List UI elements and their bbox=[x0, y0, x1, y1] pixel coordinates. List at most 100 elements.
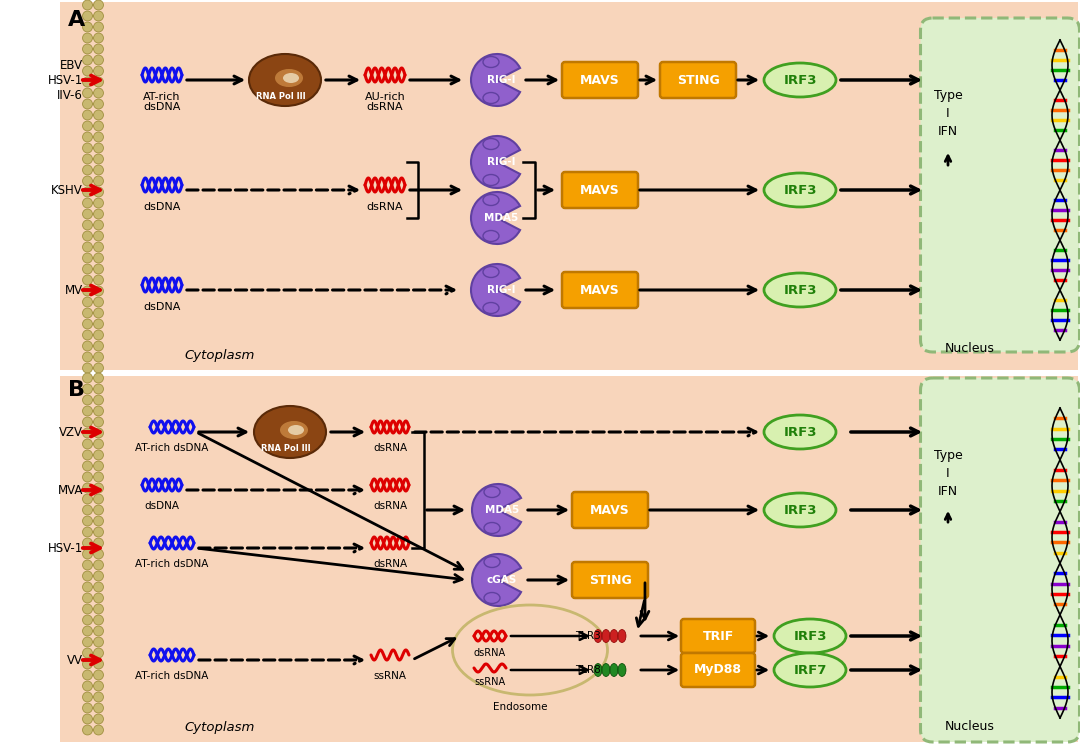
Text: RNA Pol III: RNA Pol III bbox=[261, 443, 311, 452]
Circle shape bbox=[82, 44, 93, 54]
Circle shape bbox=[94, 527, 104, 537]
Circle shape bbox=[82, 428, 93, 438]
FancyBboxPatch shape bbox=[920, 378, 1080, 742]
Circle shape bbox=[94, 143, 104, 153]
Text: RIG-I: RIG-I bbox=[487, 75, 515, 85]
Text: IRF3: IRF3 bbox=[783, 74, 816, 86]
Text: VZV: VZV bbox=[59, 426, 83, 438]
Circle shape bbox=[94, 439, 104, 449]
Circle shape bbox=[94, 55, 104, 65]
Circle shape bbox=[94, 659, 104, 669]
Ellipse shape bbox=[275, 69, 303, 87]
Circle shape bbox=[82, 286, 93, 296]
Text: VV: VV bbox=[67, 653, 83, 667]
Circle shape bbox=[94, 648, 104, 658]
Text: AT-rich dsDNA: AT-rich dsDNA bbox=[135, 671, 208, 681]
Wedge shape bbox=[471, 136, 521, 188]
Circle shape bbox=[82, 648, 93, 658]
Circle shape bbox=[82, 714, 93, 724]
Text: IFN: IFN bbox=[937, 124, 958, 138]
Wedge shape bbox=[472, 484, 521, 536]
Ellipse shape bbox=[484, 557, 500, 568]
Circle shape bbox=[94, 670, 104, 680]
Circle shape bbox=[94, 703, 104, 713]
Text: HSV-1: HSV-1 bbox=[48, 74, 83, 86]
Circle shape bbox=[82, 615, 93, 625]
Ellipse shape bbox=[764, 415, 836, 449]
Circle shape bbox=[94, 615, 104, 625]
Text: IRF3: IRF3 bbox=[783, 184, 816, 196]
Circle shape bbox=[94, 341, 104, 351]
Text: I: I bbox=[946, 106, 949, 120]
Ellipse shape bbox=[618, 664, 626, 676]
Circle shape bbox=[94, 363, 104, 373]
Text: MV: MV bbox=[65, 283, 83, 297]
Circle shape bbox=[82, 275, 93, 285]
Text: TRIF: TRIF bbox=[702, 629, 733, 643]
Ellipse shape bbox=[594, 664, 602, 676]
Text: dsRNA: dsRNA bbox=[474, 648, 507, 658]
Circle shape bbox=[82, 516, 93, 526]
Ellipse shape bbox=[774, 653, 846, 687]
Ellipse shape bbox=[602, 629, 610, 643]
Circle shape bbox=[82, 220, 93, 230]
Circle shape bbox=[94, 319, 104, 329]
Circle shape bbox=[94, 33, 104, 43]
Text: dsDNA: dsDNA bbox=[144, 302, 180, 312]
Circle shape bbox=[94, 472, 104, 482]
Circle shape bbox=[94, 11, 104, 21]
FancyBboxPatch shape bbox=[572, 562, 648, 598]
FancyBboxPatch shape bbox=[660, 62, 735, 98]
Circle shape bbox=[82, 352, 93, 362]
Wedge shape bbox=[471, 54, 521, 106]
Circle shape bbox=[94, 692, 104, 702]
Circle shape bbox=[82, 198, 93, 208]
Circle shape bbox=[94, 44, 104, 54]
Circle shape bbox=[82, 0, 93, 10]
Circle shape bbox=[82, 154, 93, 164]
Circle shape bbox=[94, 352, 104, 362]
Circle shape bbox=[94, 264, 104, 274]
Text: AT-rich: AT-rich bbox=[144, 92, 180, 102]
Text: dsRNA: dsRNA bbox=[373, 501, 407, 511]
Circle shape bbox=[82, 406, 93, 416]
Text: Cytoplasm: Cytoplasm bbox=[185, 722, 255, 734]
Text: MAVS: MAVS bbox=[580, 283, 620, 297]
Circle shape bbox=[94, 330, 104, 340]
Circle shape bbox=[94, 308, 104, 318]
Circle shape bbox=[82, 725, 93, 735]
Circle shape bbox=[94, 417, 104, 427]
Text: EBV: EBV bbox=[59, 59, 83, 71]
Circle shape bbox=[94, 231, 104, 241]
Circle shape bbox=[82, 373, 93, 383]
Text: A: A bbox=[68, 10, 85, 30]
Text: Nucleus: Nucleus bbox=[945, 341, 995, 354]
Circle shape bbox=[94, 637, 104, 647]
Circle shape bbox=[82, 659, 93, 669]
Circle shape bbox=[94, 384, 104, 394]
Text: ssRNA: ssRNA bbox=[474, 677, 505, 687]
Circle shape bbox=[82, 483, 93, 493]
Circle shape bbox=[82, 363, 93, 373]
FancyBboxPatch shape bbox=[562, 272, 638, 308]
Text: MAVS: MAVS bbox=[580, 74, 620, 86]
Text: IRF3: IRF3 bbox=[783, 283, 816, 297]
Circle shape bbox=[82, 637, 93, 647]
Ellipse shape bbox=[610, 664, 618, 676]
Ellipse shape bbox=[764, 273, 836, 307]
FancyBboxPatch shape bbox=[562, 172, 638, 208]
Circle shape bbox=[82, 571, 93, 581]
Text: ssRNA: ssRNA bbox=[374, 671, 406, 681]
Circle shape bbox=[82, 538, 93, 548]
Circle shape bbox=[94, 549, 104, 559]
Circle shape bbox=[82, 450, 93, 460]
Circle shape bbox=[94, 428, 104, 438]
Ellipse shape bbox=[483, 194, 499, 205]
Ellipse shape bbox=[774, 619, 846, 653]
Circle shape bbox=[94, 187, 104, 197]
Circle shape bbox=[94, 516, 104, 526]
Circle shape bbox=[82, 395, 93, 405]
FancyBboxPatch shape bbox=[920, 18, 1080, 352]
Circle shape bbox=[82, 384, 93, 394]
Text: MDA5: MDA5 bbox=[484, 213, 518, 223]
